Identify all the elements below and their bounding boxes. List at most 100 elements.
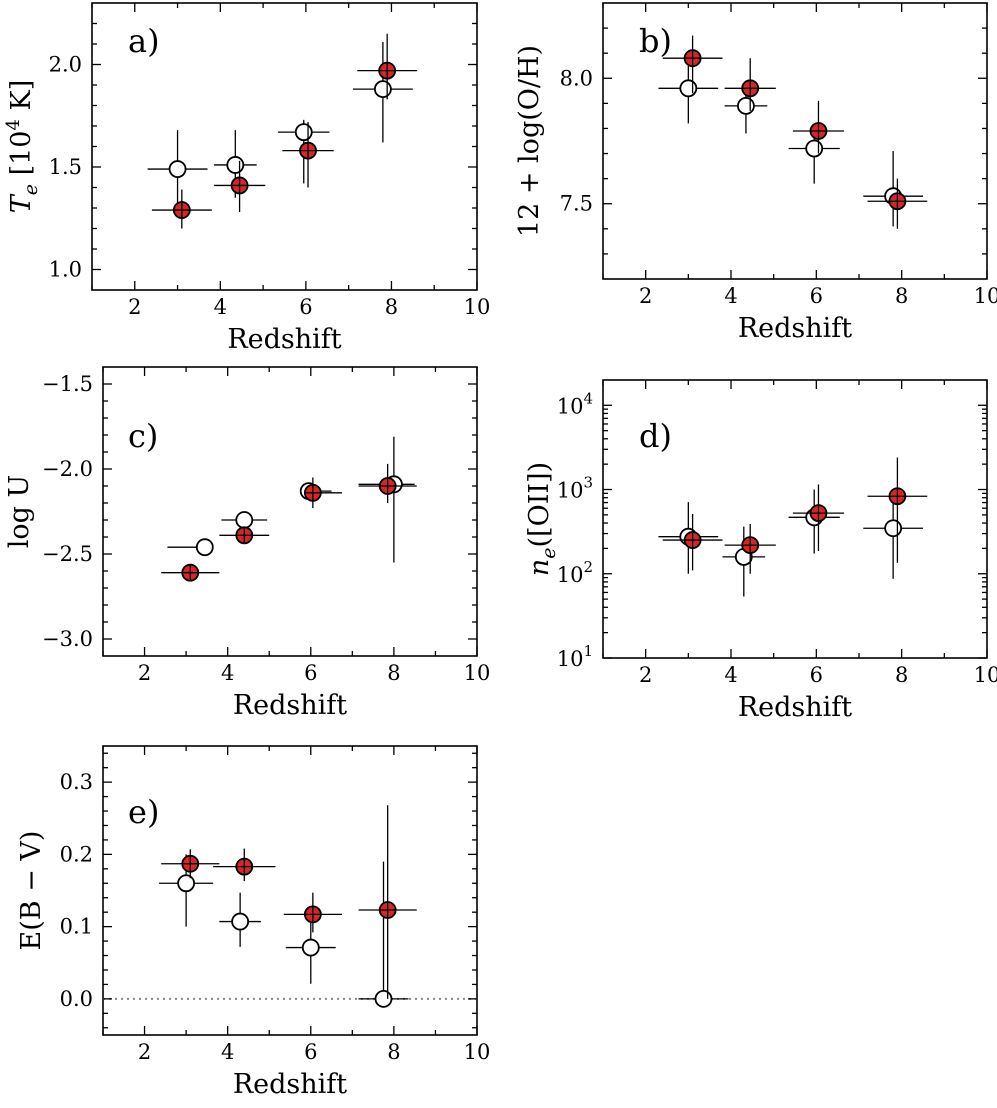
panel-label: a) xyxy=(128,22,160,60)
y-tick-label-exponent: 1 xyxy=(583,642,593,660)
y-tick-label-base: 10 xyxy=(557,563,584,587)
y-tick-label: −2.5 xyxy=(42,542,93,566)
x-tick-label: 2 xyxy=(138,1040,151,1064)
x-axis-label: Redshift xyxy=(227,324,341,355)
chart-panel-c: 2 4 6 8 10 −3.0 −2.5 −2.0 −1.5 Redshift log U c) xyxy=(4,366,491,721)
x-tick-label: 6 xyxy=(304,661,317,685)
x-axis-label: Redshift xyxy=(233,1069,347,1100)
chart-panel-e: 2 4 6 8 10 0.0 0.1 0.2 0.3 Redshift E(B − V) e) xyxy=(16,745,491,1100)
x-tick-label: 10 xyxy=(464,295,491,319)
x-tick-label: 10 xyxy=(974,663,997,687)
x-tick-label: 4 xyxy=(221,1040,234,1064)
y-tick-label-base: 10 xyxy=(557,479,584,503)
y-tick-label: 0.1 xyxy=(60,915,93,939)
panel-label: c) xyxy=(128,417,158,455)
x-axis-label: Redshift xyxy=(738,313,852,344)
y-tick-label-exponent: 4 xyxy=(583,389,593,407)
data-point-open xyxy=(301,938,320,957)
x-tick-label: 8 xyxy=(387,661,400,685)
y-tick-label: 0.3 xyxy=(60,770,93,794)
y-tick-label: −1.5 xyxy=(42,372,93,396)
data-point-open xyxy=(373,80,392,98)
y-tick-label-base: 10 xyxy=(557,647,584,671)
y-axis-label: Te [104 K] xyxy=(3,80,42,214)
x-tick-label: 4 xyxy=(221,661,234,685)
y-tick-label: 0.0 xyxy=(60,987,93,1011)
series-filled-circles xyxy=(151,33,418,229)
y-tick-label-exponent: 2 xyxy=(583,558,593,576)
plot-frame xyxy=(102,366,478,657)
y-tick-label: −2.0 xyxy=(42,457,93,481)
y-tick-label: 1.5 xyxy=(49,155,82,179)
y-label-symbol: n xyxy=(524,559,555,576)
y-tick-label: 0.2 xyxy=(60,842,93,866)
data-point-open xyxy=(294,123,313,142)
series-filled-circles xyxy=(161,805,417,999)
data-point-open xyxy=(177,874,196,893)
x-tick-label: 2 xyxy=(128,295,141,319)
y-tick-label: 101 xyxy=(557,642,593,671)
x-tick-label: 4 xyxy=(214,295,227,319)
data-point-open xyxy=(231,912,250,931)
y-axis-label: log U xyxy=(4,475,35,549)
x-tick-label: 6 xyxy=(810,284,823,308)
y-tick-label: 7.5 xyxy=(560,192,593,216)
x-axis-label: Redshift xyxy=(738,692,852,723)
y-label-text: K] xyxy=(6,80,37,119)
y-label-symbol: T xyxy=(6,193,37,213)
y-label-text: ([OII]) xyxy=(524,462,555,548)
y-axis-label: 12 + log(O/H) xyxy=(514,45,545,237)
x-tick-label: 8 xyxy=(387,1040,400,1064)
data-point-open xyxy=(679,79,698,98)
plot-frame xyxy=(602,379,988,659)
chart-panel-b: 2 4 6 8 10 7.5 8.0 Redshift 12 + log(O/H) b) xyxy=(514,2,997,344)
series-open-circles xyxy=(167,436,415,563)
plot-frame xyxy=(602,2,988,280)
x-tick-label: 8 xyxy=(385,295,398,319)
x-tick-label: 2 xyxy=(639,284,652,308)
x-tick-label: 6 xyxy=(810,663,823,687)
data-point-open xyxy=(374,989,393,1008)
y-tick-label: 104 xyxy=(557,389,593,418)
panel-label: d) xyxy=(639,417,672,455)
y-label-subscript: e xyxy=(20,184,42,195)
y-tick-label: −3.0 xyxy=(42,627,93,651)
y-axis-label: ne([OII]) xyxy=(524,462,560,576)
data-point-open xyxy=(805,139,824,158)
x-tick-label: 6 xyxy=(299,295,312,319)
x-axis-label: Redshift xyxy=(233,690,347,721)
y-tick-label: 8.0 xyxy=(560,66,593,90)
series-filled-circles xyxy=(662,457,928,574)
y-tick-label: 1.0 xyxy=(49,258,82,282)
series-open-circles xyxy=(147,41,413,208)
x-tick-label: 4 xyxy=(724,663,737,687)
x-tick-label: 10 xyxy=(464,1040,491,1064)
x-tick-label: 8 xyxy=(895,663,908,687)
y-label-subscript: e xyxy=(538,547,560,558)
series-filled-circles xyxy=(662,35,928,229)
y-tick-label-base: 10 xyxy=(557,394,584,418)
x-tick-label: 10 xyxy=(464,661,491,685)
data-point-open xyxy=(168,160,187,178)
panel-label: b) xyxy=(639,22,672,60)
data-point-open xyxy=(195,538,214,557)
x-tick-label: 2 xyxy=(138,661,151,685)
series-filled-circles xyxy=(161,463,417,582)
x-tick-label: 2 xyxy=(639,663,652,687)
y-axis-label: E(B − V) xyxy=(16,831,47,951)
data-point-open xyxy=(235,511,254,529)
x-tick-label: 8 xyxy=(895,284,908,308)
y-label-superscript: 4 xyxy=(3,119,24,130)
panel-label: e) xyxy=(128,793,159,831)
data-point-open xyxy=(226,156,245,174)
y-label-text: [10 xyxy=(6,131,37,184)
y-tick-label: 102 xyxy=(557,558,593,587)
x-tick-label: 4 xyxy=(724,284,737,308)
data-point-open xyxy=(884,519,903,538)
x-tick-label: 10 xyxy=(974,284,997,308)
y-tick-label: 2.0 xyxy=(49,53,82,77)
y-tick-label-exponent: 3 xyxy=(583,474,593,492)
